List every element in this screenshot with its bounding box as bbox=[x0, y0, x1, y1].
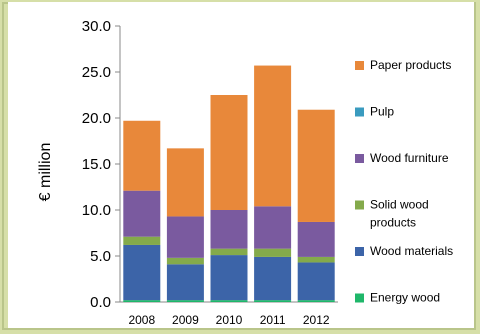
bar-segment-wood-furniture bbox=[254, 206, 292, 249]
x-tick-label: 2008 bbox=[128, 313, 155, 324]
bar-segment-paper-products bbox=[123, 120, 161, 191]
bar-segment-energy-wood bbox=[254, 300, 292, 302]
bar-segment-wood-furniture bbox=[166, 216, 204, 258]
legend-label: products bbox=[370, 216, 416, 230]
x-tick-label: 2009 bbox=[172, 313, 199, 324]
y-tick-label: 5.0 bbox=[90, 248, 111, 265]
legend-item: Wood furniture bbox=[355, 151, 449, 165]
legend-label: Energy wood bbox=[370, 291, 440, 305]
x-tick-label: 2010 bbox=[216, 313, 243, 324]
legend-swatch bbox=[355, 247, 364, 256]
legend-swatch bbox=[355, 154, 364, 163]
bar-segment-energy-wood bbox=[297, 300, 335, 302]
y-tick-label: 10.0 bbox=[82, 202, 111, 219]
bar-segment-solid-wood-products bbox=[166, 257, 204, 265]
legend-swatch bbox=[355, 107, 364, 117]
bar-segment-wood-furniture bbox=[123, 190, 161, 237]
bar-segment-energy-wood bbox=[210, 300, 248, 302]
stacked-bar-chart: 2008 2009 2010 2011 2012 0.0 5.0 10.0 15.0 20.0 2… bbox=[37, 18, 453, 324]
bar-segment-wood-furniture bbox=[210, 210, 248, 249]
legend-label: Paper products bbox=[370, 58, 451, 72]
bar-segment-wood-furniture bbox=[297, 221, 335, 257]
legend-item: Pulp bbox=[355, 105, 394, 119]
bar-segment-energy-wood bbox=[123, 300, 161, 302]
legend-label: Pulp bbox=[370, 105, 394, 119]
legend-label: Wood materials bbox=[370, 244, 453, 258]
bar-segment-paper-products bbox=[210, 95, 248, 210]
legend-swatch bbox=[355, 293, 364, 303]
bar-segment-solid-wood-products bbox=[254, 248, 292, 257]
bar-segment-solid-wood-products bbox=[210, 248, 248, 256]
bar-segment-solid-wood-products bbox=[297, 256, 335, 263]
legend-item: Solid wood products bbox=[355, 198, 429, 230]
x-tick-label: 2012 bbox=[303, 313, 330, 324]
legend: Paper products Pulp Wood furniture Solid wo… bbox=[355, 58, 453, 305]
legend-item: Energy wood bbox=[355, 291, 440, 305]
y-axis-label: € million bbox=[37, 143, 54, 202]
y-tick-label: 25.0 bbox=[82, 64, 111, 81]
chart-panel: 2008 2009 2010 2011 2012 0.0 5.0 10.0 15.0 20.0 2… bbox=[8, 2, 474, 328]
bar-segment-wood-materials bbox=[210, 255, 248, 301]
x-tick-label: 2011 bbox=[260, 313, 286, 324]
bar-segment-paper-products bbox=[297, 109, 335, 222]
y-tick-label: 0.0 bbox=[90, 294, 111, 311]
bar-segment-wood-materials bbox=[123, 244, 161, 301]
bar-segment-wood-materials bbox=[297, 262, 335, 301]
bar-segment-energy-wood bbox=[166, 300, 204, 302]
x-tick-labels: 2008 2009 2010 2011 2012 bbox=[128, 313, 329, 324]
bars bbox=[123, 65, 335, 302]
bar-segment-wood-materials bbox=[166, 264, 204, 301]
legend-item: Wood materials bbox=[355, 244, 453, 258]
legend-swatch bbox=[355, 61, 364, 70]
y-tick-label: 20.0 bbox=[82, 110, 111, 127]
bar-segment-paper-products bbox=[254, 65, 292, 207]
bar-segment-wood-materials bbox=[254, 256, 292, 301]
legend-item: Paper products bbox=[355, 58, 451, 72]
legend-swatch bbox=[355, 200, 364, 210]
y-tick-labels: 0.0 5.0 10.0 15.0 20.0 25.0 30.0 bbox=[82, 18, 111, 311]
legend-label: Solid wood bbox=[370, 198, 429, 212]
bar-segment-solid-wood-products bbox=[123, 236, 161, 245]
y-tick-label: 15.0 bbox=[82, 156, 111, 173]
y-tick-label: 30.0 bbox=[82, 18, 111, 35]
legend-label: Wood furniture bbox=[370, 151, 449, 165]
bar-segment-paper-products bbox=[166, 148, 204, 217]
